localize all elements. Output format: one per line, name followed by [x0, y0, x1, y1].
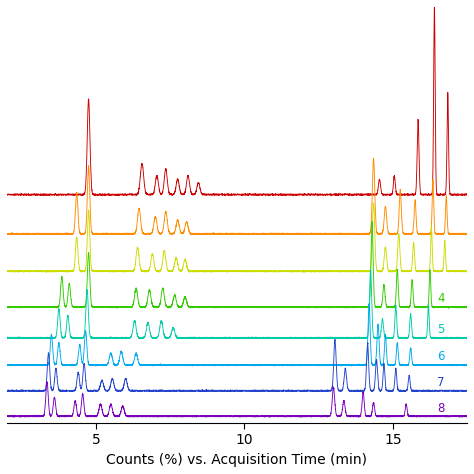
Text: 8: 8	[438, 401, 445, 415]
X-axis label: Counts (%) vs. Acquisition Time (min): Counts (%) vs. Acquisition Time (min)	[107, 453, 367, 467]
Text: 6: 6	[438, 350, 445, 364]
Text: 4: 4	[438, 292, 445, 305]
Text: 7: 7	[438, 376, 445, 389]
Text: 5: 5	[438, 323, 445, 336]
